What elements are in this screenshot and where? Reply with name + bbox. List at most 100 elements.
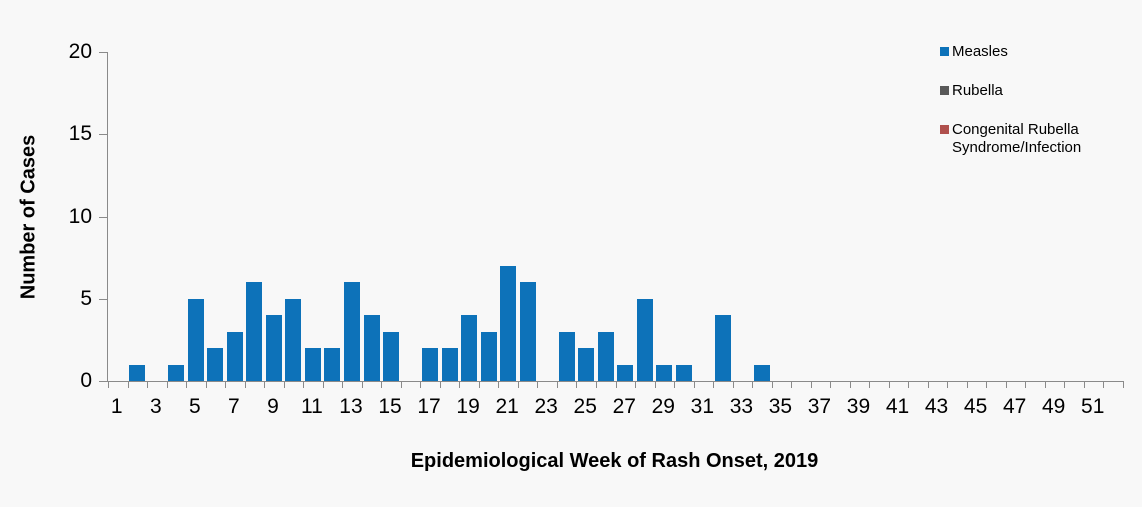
y-tick: [99, 134, 107, 136]
x-tick: [1064, 381, 1066, 388]
x-tick: [264, 381, 266, 388]
bar-week-29-measles: [656, 364, 673, 381]
legend-swatch-icon: [940, 125, 949, 134]
bar-week-8-measles: [246, 282, 263, 381]
x-tick: [459, 381, 461, 388]
x-tick: [752, 381, 754, 388]
legend-label: Rubella: [952, 82, 1003, 99]
x-tick-label: 11: [301, 395, 323, 418]
x-tick: [849, 381, 851, 388]
x-tick: [830, 381, 832, 388]
x-tick-label: 35: [768, 395, 793, 418]
x-axis-title: Epidemiological Week of Rash Onset, 2019: [410, 450, 819, 472]
x-tick: [556, 381, 558, 388]
x-tick-label: 29: [651, 395, 675, 418]
x-tick-label: 25: [573, 395, 597, 418]
legend-item-measles: Measles: [940, 43, 1105, 61]
x-tick: [791, 381, 793, 388]
x-tick: [1005, 381, 1007, 388]
x-tick-label: 21: [495, 395, 519, 418]
legend-label: Congenital Rubella Syndrome/Infection: [952, 121, 1082, 156]
x-tick: [127, 381, 129, 388]
x-tick: [420, 381, 422, 388]
bar-week-13-measles: [343, 282, 360, 381]
x-tick-label: 9: [267, 395, 279, 418]
x-tick-label: 3: [149, 395, 162, 418]
x-tick: [147, 381, 149, 388]
bar-week-30-measles: [675, 364, 692, 381]
x-tick: [713, 381, 715, 388]
x-tick: [381, 381, 383, 388]
x-tick: [576, 381, 578, 388]
x-tick-label: 17: [417, 395, 441, 418]
x-tick-label: 45: [963, 395, 988, 418]
bar-week-22-measles: [519, 282, 536, 381]
y-tick-label: 15: [68, 122, 92, 146]
bar-week-25-measles: [578, 348, 595, 381]
x-tick-label: 33: [729, 395, 754, 418]
x-tick: [225, 381, 227, 388]
bar-week-11-measles: [304, 348, 321, 381]
bar-week-21-measles: [500, 265, 517, 381]
x-tick: [108, 381, 109, 388]
bar-week-10-measles: [285, 298, 302, 381]
y-tick-label: 5: [80, 286, 92, 310]
x-tick-label: 23: [534, 395, 558, 418]
x-tick-label: 1: [110, 395, 123, 418]
bar-week-20-measles: [480, 331, 497, 381]
x-tick-label: 51: [1081, 395, 1105, 418]
y-tick-label: 20: [68, 40, 92, 63]
x-tick: [1025, 381, 1027, 388]
bar-week-12-measles: [324, 348, 341, 381]
x-tick-label: 5: [188, 395, 201, 418]
x-tick-label: 31: [690, 395, 715, 418]
x-tick: [186, 381, 188, 388]
bar-week-2-measles: [129, 364, 146, 381]
legend-item-rubella: Rubella: [940, 82, 1105, 100]
x-tick: [439, 381, 441, 388]
x-tick: [986, 381, 988, 388]
x-tick: [322, 381, 324, 388]
x-tick-label: 39: [846, 395, 871, 418]
x-tick: [674, 381, 676, 388]
x-tick: [654, 381, 656, 388]
x-tick: [303, 381, 305, 388]
x-tick: [693, 381, 695, 388]
bar-week-17-measles: [422, 348, 439, 381]
x-tick: [966, 381, 968, 388]
legend: Measles Rubella Congenital Rubella Syndrom…: [940, 43, 1105, 178]
x-tick: [400, 381, 402, 388]
x-tick-label: 27: [612, 395, 636, 418]
bar-week-4-measles: [168, 364, 185, 381]
bar-week-5-measles: [187, 298, 204, 381]
x-tick: [635, 381, 637, 388]
x-tick-label: 7: [228, 395, 240, 418]
x-tick-label: 41: [885, 395, 910, 418]
x-tick: [478, 381, 480, 388]
legend-swatch-icon: [940, 47, 949, 56]
legend-item-congenital-rubella-syndrome-infection: Congenital Rubella Syndrome/Infection: [940, 121, 1105, 157]
x-tick-label: 47: [1002, 395, 1027, 418]
y-tick: [99, 52, 107, 53]
x-tick: [537, 381, 539, 388]
x-tick-label: 37: [807, 395, 832, 418]
x-tick: [361, 381, 363, 388]
plot-area: [99, 52, 1124, 388]
bar-week-26-measles: [597, 331, 614, 381]
x-tick: [205, 381, 207, 388]
x-tick: [498, 381, 500, 388]
x-tick: [283, 381, 285, 388]
y-tick: [99, 381, 107, 382]
bar-week-34-measles: [753, 364, 770, 381]
x-tick: [342, 381, 344, 388]
bar-week-6-measles: [207, 348, 224, 381]
x-tick: [1044, 381, 1046, 388]
x-tick: [1103, 381, 1105, 388]
x-tick-label: 15: [378, 395, 402, 418]
x-tick: [615, 381, 617, 388]
x-tick: [732, 381, 734, 388]
bar-week-14-measles: [363, 315, 380, 381]
bar-week-24-measles: [558, 331, 575, 381]
x-tick: [771, 381, 773, 388]
